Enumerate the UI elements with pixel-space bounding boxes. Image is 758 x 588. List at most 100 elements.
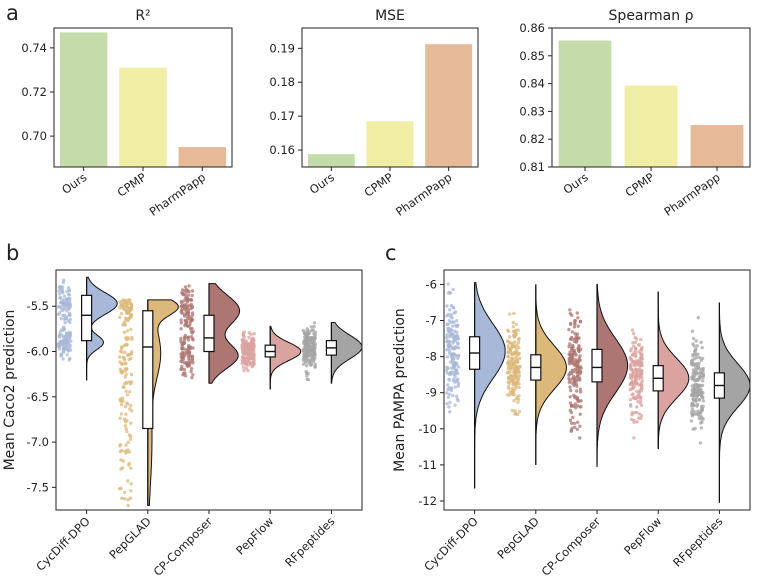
data-point <box>304 357 309 361</box>
data-point <box>129 352 134 356</box>
chart-title: R² <box>135 8 150 24</box>
density-cloud <box>474 282 506 489</box>
data-point <box>579 366 583 370</box>
data-point <box>631 369 635 373</box>
data-point <box>575 427 579 432</box>
data-point <box>447 378 451 382</box>
data-point <box>573 379 577 384</box>
data-point <box>188 323 192 327</box>
data-point <box>697 386 701 390</box>
data-point <box>188 320 193 324</box>
data-point <box>567 373 571 377</box>
series-cycdiff-dpo <box>444 282 506 489</box>
data-point <box>513 411 518 416</box>
data-point <box>303 353 307 357</box>
data-point <box>696 315 700 320</box>
chart-title: Spearman ρ <box>609 8 694 24</box>
data-point <box>183 374 188 378</box>
data-point <box>639 403 644 408</box>
data-point <box>68 297 72 301</box>
data-point <box>128 437 133 441</box>
data-point <box>445 348 449 352</box>
data-point <box>694 347 698 351</box>
y-tick-label: -9 <box>426 386 437 400</box>
data-point <box>124 373 128 377</box>
data-point <box>578 424 582 428</box>
data-point <box>307 345 311 350</box>
data-point <box>125 367 129 371</box>
data-point <box>691 354 695 358</box>
data-point <box>248 347 252 351</box>
data-point <box>568 342 572 346</box>
series-pepglad <box>118 298 179 508</box>
data-point <box>699 340 703 345</box>
data-point <box>180 307 185 312</box>
data-point <box>574 353 578 357</box>
data-point <box>518 364 522 369</box>
data-point <box>445 340 449 344</box>
data-point <box>126 503 130 508</box>
data-point <box>190 289 195 293</box>
data-point <box>637 416 641 420</box>
data-point <box>125 402 130 406</box>
data-point <box>576 360 580 364</box>
data-point <box>452 361 457 365</box>
data-point <box>568 395 572 399</box>
data-point <box>456 399 460 403</box>
data-point <box>694 390 698 394</box>
bar-ours <box>307 154 355 167</box>
data-point <box>123 405 128 409</box>
data-point <box>62 278 66 282</box>
data-point <box>700 406 704 411</box>
data-point <box>189 369 193 374</box>
data-point <box>58 335 62 339</box>
y-axis-label: Mean PAMPA prediction <box>392 308 408 472</box>
data-point <box>517 385 521 390</box>
data-point <box>575 404 580 408</box>
data-point <box>640 369 644 373</box>
data-point <box>689 419 694 423</box>
data-point <box>244 339 248 343</box>
data-point <box>636 370 641 374</box>
data-point <box>305 377 309 381</box>
data-point <box>59 353 64 357</box>
data-point <box>64 317 68 321</box>
data-point <box>514 367 519 371</box>
density-cloud <box>269 325 302 390</box>
data-point <box>510 344 514 349</box>
data-point <box>514 384 518 388</box>
data-point <box>506 350 510 354</box>
data-point <box>449 371 453 375</box>
data-point <box>575 311 579 315</box>
data-point <box>450 346 455 350</box>
data-point <box>634 354 638 359</box>
data-point <box>305 364 309 368</box>
data-point <box>639 399 643 403</box>
data-point <box>185 304 190 308</box>
data-point <box>633 340 637 345</box>
data-point <box>701 379 705 383</box>
data-point <box>301 362 306 366</box>
y-tick-label: -8 <box>426 350 437 364</box>
data-point <box>700 391 704 396</box>
data-point <box>67 358 71 362</box>
bar-cpmp <box>119 67 167 167</box>
data-point <box>312 350 317 354</box>
data-point <box>515 370 519 374</box>
y-tick-label: 0.85 <box>519 49 545 63</box>
data-point <box>628 398 633 402</box>
data-point <box>637 359 641 363</box>
data-point <box>694 339 698 343</box>
data-point <box>572 363 576 367</box>
data-point <box>510 408 514 413</box>
data-point <box>511 341 515 345</box>
data-point <box>127 301 132 305</box>
data-point <box>570 426 574 430</box>
data-point <box>570 421 574 425</box>
data-point <box>67 289 72 293</box>
data-point <box>445 322 449 326</box>
data-point <box>310 328 314 332</box>
bar-ours <box>558 40 612 168</box>
